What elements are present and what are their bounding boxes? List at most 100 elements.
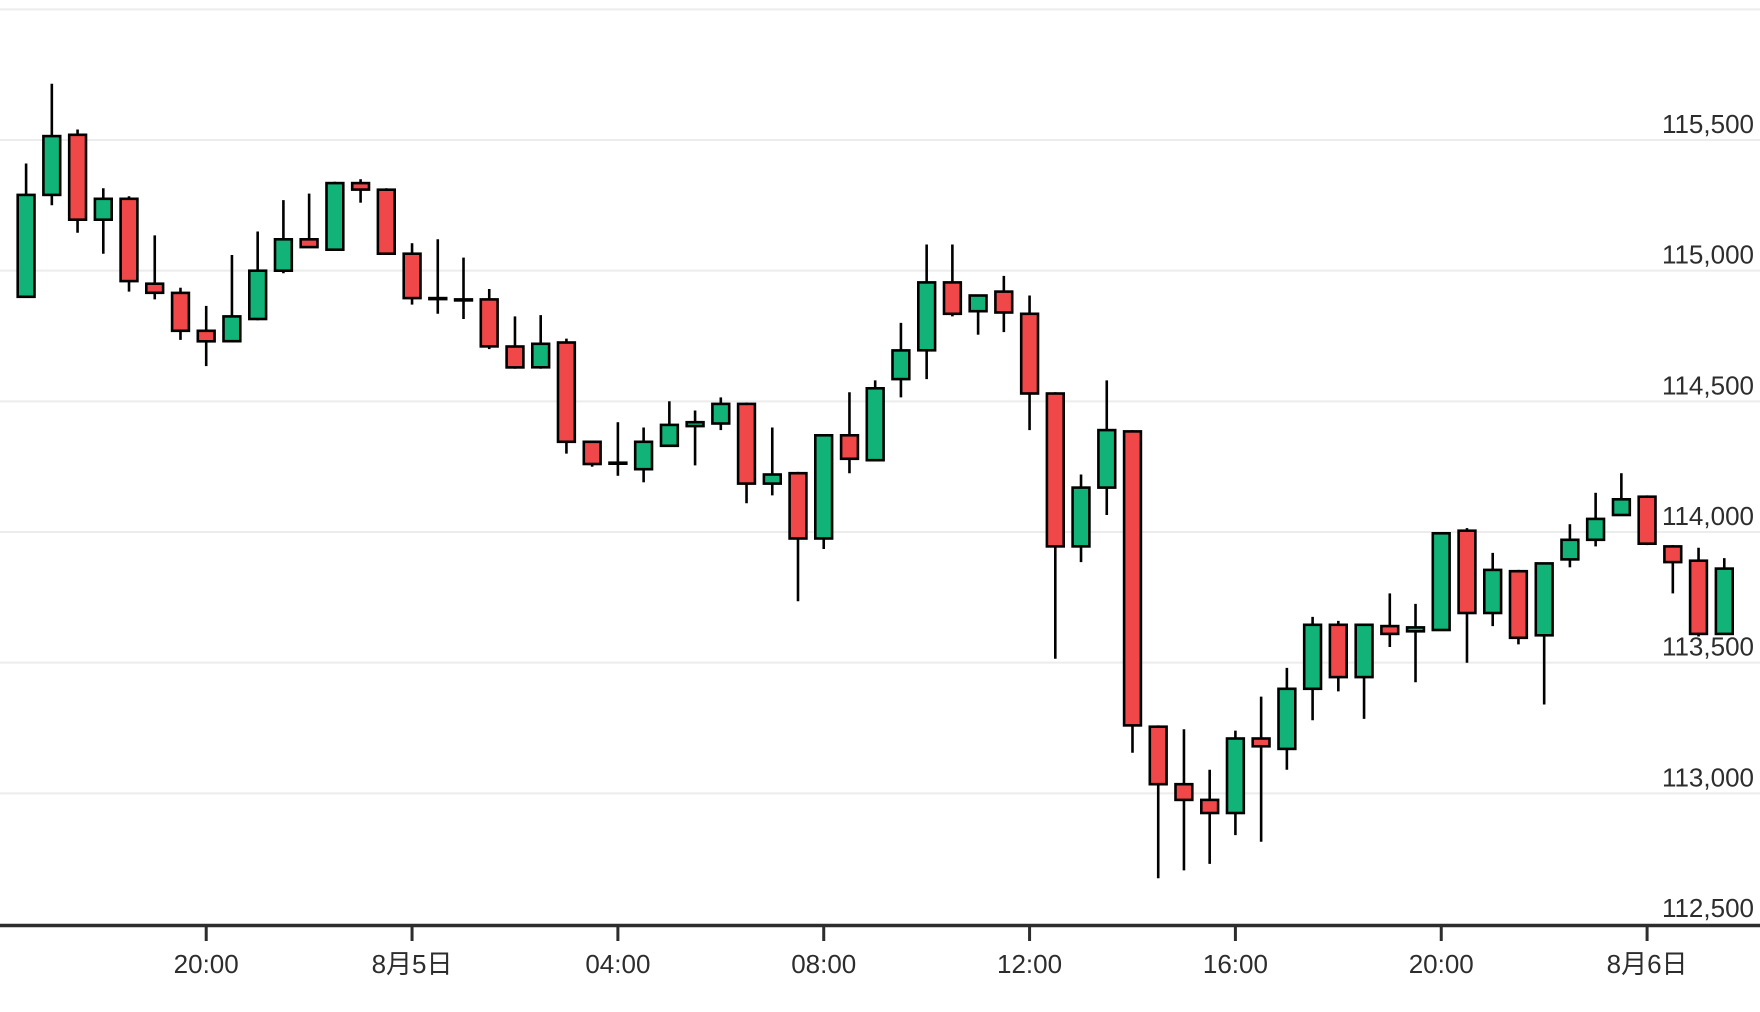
candle-body-down [196,329,216,343]
candle-body-down [1122,430,1143,727]
candle [711,397,731,431]
candle [582,440,602,467]
candle [1148,725,1168,879]
candle [1302,616,1323,721]
candle [402,243,422,305]
candle-body-down [376,188,396,255]
candle [736,402,757,504]
candle [170,287,191,340]
candle [1045,392,1066,659]
candle-body-up [891,349,911,381]
candle-body-up [633,440,654,471]
candle-body-down [67,133,88,222]
candle-body-up [1277,687,1297,751]
candle [479,289,499,350]
candle [942,244,963,317]
candle [633,427,654,483]
candle-body-up [685,420,705,428]
candle-body-up [813,433,834,540]
candle [16,163,36,299]
candle [299,193,319,249]
y-axis-label: 113,500 [1662,632,1754,662]
candle [428,239,448,314]
candle [505,316,525,369]
candle [1097,380,1117,515]
candle [93,188,114,254]
candle [530,315,551,369]
candle [453,257,474,319]
candle [1405,603,1426,683]
candle-body-up [1071,486,1091,548]
candle [376,188,396,255]
candle [1200,769,1220,864]
candle [1508,569,1529,645]
candle [1380,593,1400,647]
candle-body-up [1483,568,1503,615]
candle-body-up [273,238,294,273]
x-axis-label: 8月5日 [372,949,453,979]
candle [762,427,783,496]
candle [916,244,937,380]
candle-body-down [1688,559,1709,636]
candle-body-up [222,315,242,343]
candle [608,422,628,476]
candle [1019,295,1040,431]
candle [1174,729,1194,871]
x-axis-label: 16:00 [1203,949,1268,979]
candle-body-down [1200,798,1220,815]
candle [1534,562,1554,705]
candle-body-down [1380,624,1400,636]
candle [350,179,371,203]
candle-body-up [1534,562,1554,637]
candle-body-up [1585,517,1606,542]
candle-body-down [1508,569,1529,640]
x-axis-label: 20:00 [1409,949,1474,979]
candle [1663,545,1683,594]
y-axis-label: 113,000 [1662,762,1754,792]
candle-body-down [299,238,319,249]
candle [659,401,680,448]
candle [839,392,860,474]
candle-body-up [1714,567,1735,636]
candle [994,275,1014,333]
candle-body-up [1097,428,1117,489]
x-axis-label: 12:00 [997,949,1062,979]
candle [1611,473,1632,517]
candle-body-down [788,471,808,540]
candle-body-up [865,386,885,462]
candle [813,433,834,549]
candle [1277,667,1297,770]
candle [685,410,705,466]
candle-body-up [711,402,731,425]
candle-body-up [1611,497,1632,517]
candle-body-down [1663,545,1683,564]
candle-body-up [608,461,628,466]
candle-body-down [582,440,602,466]
x-axis-label: 08:00 [791,949,856,979]
candle [1688,547,1709,637]
candle-body-up [530,342,551,369]
candle-body-up [428,296,448,301]
candle-body-up [248,269,268,321]
candle [145,235,165,300]
candle [67,129,88,233]
candle-body-up [1225,737,1246,815]
candle-body-down [994,290,1014,314]
candle [891,322,911,398]
candle [788,471,808,602]
candle-body-down [1251,737,1271,748]
candle [865,380,885,462]
candle-body-up [762,473,783,485]
candle-body-down [1019,312,1040,395]
candle-body-up [1431,531,1451,632]
candle [1354,623,1374,719]
candle [42,83,62,206]
candle [196,305,216,367]
x-axis-label: 04:00 [585,949,650,979]
candle-body-up [968,294,988,313]
candle [1714,558,1735,636]
candle-body-up [1302,623,1323,691]
candle-body-down [839,433,860,461]
